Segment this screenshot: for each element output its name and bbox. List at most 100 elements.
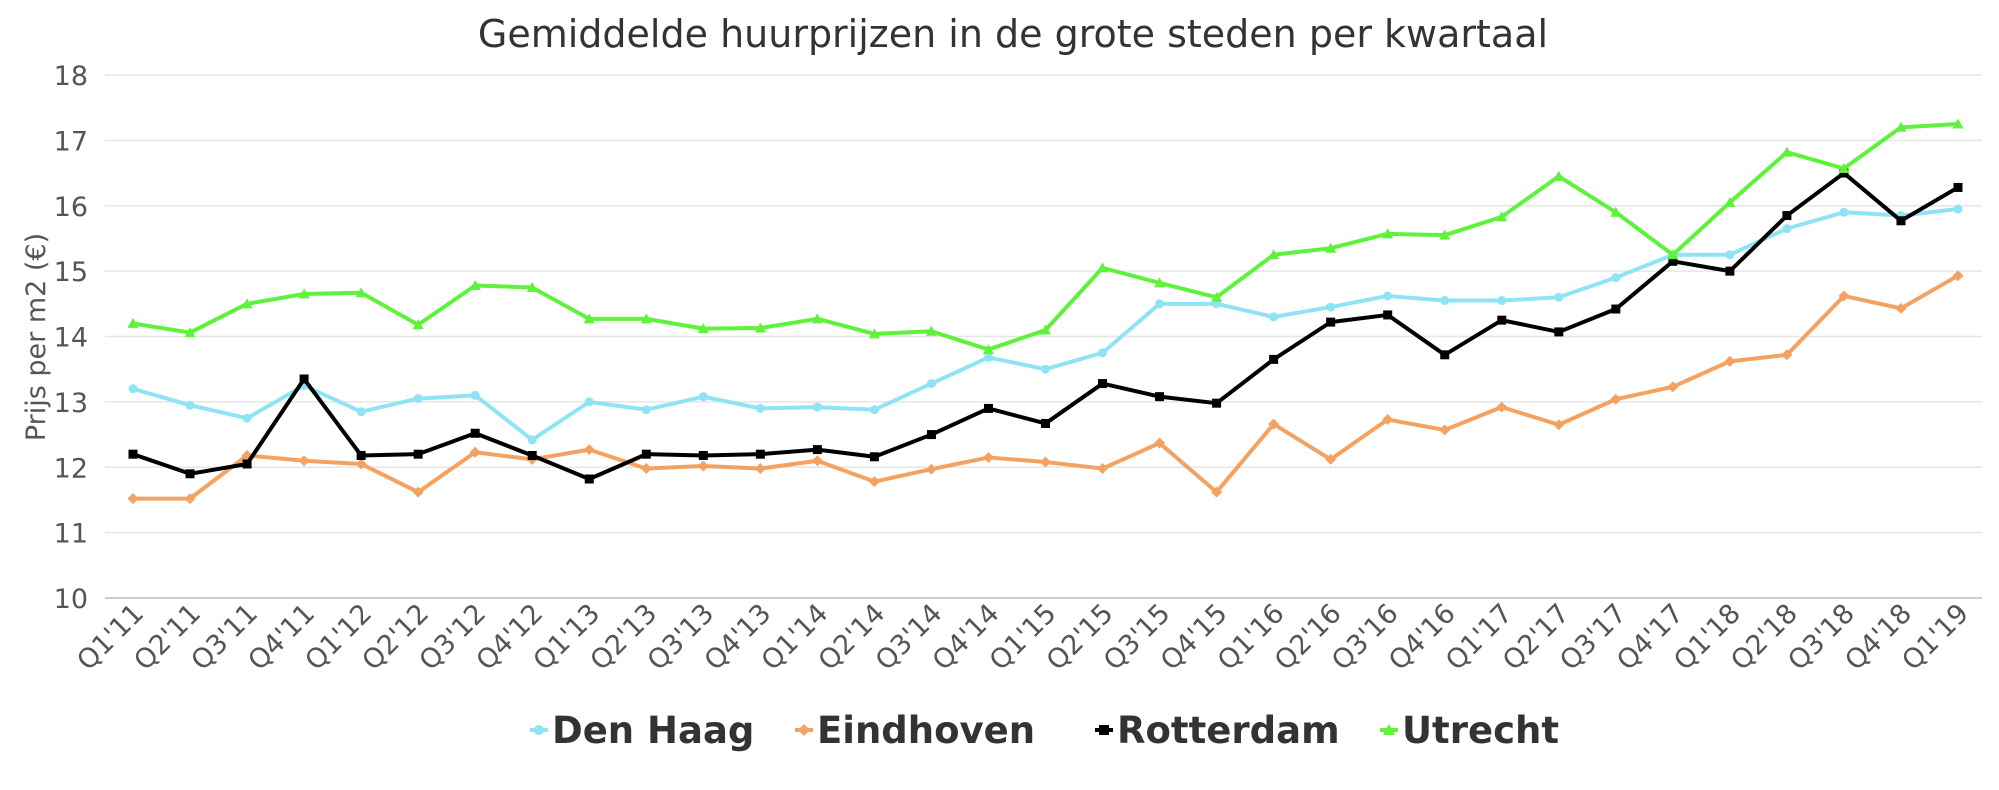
y-tick-label: 15 [54, 257, 88, 288]
data-point-utrecht [298, 288, 310, 299]
data-point-utrecht [412, 319, 424, 330]
data-point-utrecht [1382, 228, 1394, 239]
data-point-rotterdam [698, 450, 708, 460]
data-point-utrecht [1610, 206, 1622, 217]
data-point-utrecht [925, 325, 937, 336]
data-point-den-haag [242, 413, 252, 423]
data-point-eindhoven [925, 463, 937, 475]
data-point-rotterdam [1896, 216, 1906, 226]
data-point-den-haag [470, 390, 480, 400]
grid [105, 74, 1982, 599]
data-point-rotterdam [983, 403, 993, 413]
data-point-rotterdam [926, 430, 936, 440]
series-rotterdam [128, 168, 1963, 484]
legend-marker [798, 724, 810, 736]
data-point-utrecht [1496, 211, 1508, 222]
data-point-den-haag [128, 384, 138, 394]
data-point-eindhoven [1553, 419, 1565, 431]
data-point-den-haag [869, 405, 879, 415]
data-point-utrecht [241, 298, 253, 309]
data-point-utrecht [1667, 249, 1679, 260]
legend-item-den-haag[interactable]: Den Haag [530, 709, 754, 752]
data-point-eindhoven [1667, 381, 1679, 393]
data-point-den-haag [584, 397, 594, 407]
data-point-den-haag [1953, 204, 1963, 214]
y-tick-label: 11 [54, 519, 88, 550]
data-point-den-haag [1269, 312, 1279, 322]
data-point-den-haag [1440, 296, 1450, 306]
y-tick-label: 10 [54, 584, 88, 615]
data-point-den-haag [1554, 292, 1564, 302]
data-point-utrecht [184, 327, 196, 338]
data-point-utrecht [640, 313, 652, 324]
data-point-rotterdam [584, 474, 594, 484]
data-point-rotterdam [1041, 418, 1050, 428]
data-point-eindhoven [697, 460, 709, 472]
chart-title: Gemiddelde huurprijzen in de grote stede… [478, 12, 1548, 56]
data-point-den-haag [1611, 273, 1621, 283]
data-point-utrecht [526, 281, 538, 292]
data-point-rotterdam [185, 469, 195, 479]
data-point-den-haag [1839, 207, 1849, 217]
data-point-rotterdam [1611, 304, 1621, 314]
data-point-eindhoven [184, 493, 196, 505]
data-point-den-haag [1155, 299, 1165, 309]
data-point-den-haag [755, 403, 765, 413]
legend-item-eindhoven[interactable]: Eindhoven [795, 709, 1035, 752]
series-line-utrecht [132, 122, 1959, 352]
y-tick-label: 16 [54, 192, 88, 223]
y-tick-label: 18 [54, 61, 88, 92]
data-point-utrecht [1040, 324, 1051, 335]
data-point-den-haag [698, 392, 708, 402]
data-point-utrecht [469, 280, 481, 291]
data-point-eindhoven [1382, 414, 1394, 426]
data-point-rotterdam [1098, 379, 1108, 389]
data-point-utrecht [754, 322, 766, 333]
legend-label: Utrecht [1402, 709, 1559, 752]
data-point-eindhoven [1154, 437, 1166, 449]
data-point-utrecht [1439, 229, 1451, 240]
data-point-rotterdam [242, 459, 252, 469]
x-axis-ticks: Q1'11Q2'11Q3'11Q4'11Q1'12Q2'12Q3'12Q4'12… [71, 598, 1975, 677]
legend-marker [534, 725, 544, 735]
y-axis-label: Prijs per m2 (€) [21, 233, 52, 441]
data-point-eindhoven [868, 476, 880, 488]
series-eindhoven [127, 270, 1964, 505]
data-point-den-haag [413, 394, 423, 404]
data-point-rotterdam [1497, 315, 1507, 325]
data-point-eindhoven [1724, 355, 1736, 367]
y-tick-label: 12 [54, 453, 88, 484]
data-point-utrecht [583, 313, 595, 324]
data-point-rotterdam [413, 449, 423, 459]
data-point-eindhoven [1610, 393, 1622, 405]
data-point-den-haag [1497, 296, 1507, 306]
data-point-eindhoven [412, 486, 424, 498]
data-point-eindhoven [1496, 401, 1508, 413]
y-tick-label: 14 [54, 323, 88, 354]
data-point-eindhoven [1268, 418, 1280, 430]
data-point-eindhoven [1097, 463, 1109, 475]
legend-item-utrecht[interactable]: Utrecht [1380, 709, 1559, 752]
data-point-den-haag [356, 407, 366, 417]
data-point-den-haag [1383, 291, 1393, 301]
data-point-utrecht [355, 287, 367, 298]
data-point-eindhoven [982, 451, 994, 463]
data-point-utrecht [697, 323, 709, 334]
legend-label: Rotterdam [1117, 709, 1340, 752]
y-tick-label: 17 [54, 126, 88, 157]
data-point-rotterdam [641, 449, 651, 459]
data-point-eindhoven [1040, 456, 1051, 468]
data-point-utrecht [1211, 291, 1223, 302]
legend-item-rotterdam[interactable]: Rotterdam [1095, 709, 1340, 752]
series [127, 118, 1964, 505]
data-point-rotterdam [527, 450, 537, 460]
data-point-utrecht [982, 344, 994, 355]
data-point-rotterdam [1212, 398, 1222, 408]
data-point-rotterdam [869, 452, 879, 462]
data-point-den-haag [926, 379, 936, 389]
data-point-rotterdam [1269, 354, 1279, 364]
data-point-eindhoven [1895, 302, 1907, 314]
data-point-eindhoven [583, 444, 595, 456]
data-point-eindhoven [640, 463, 652, 475]
